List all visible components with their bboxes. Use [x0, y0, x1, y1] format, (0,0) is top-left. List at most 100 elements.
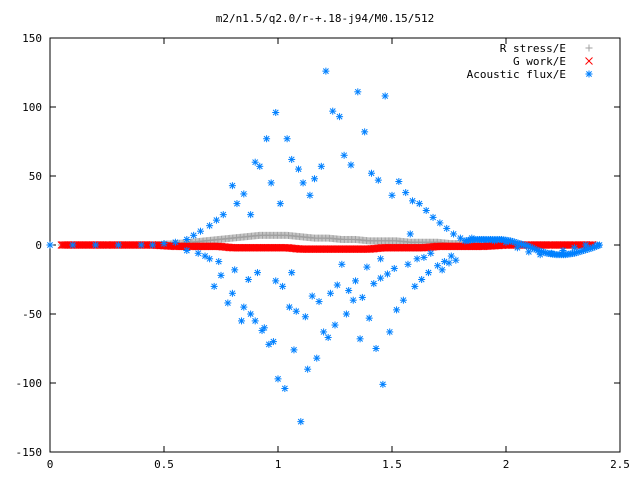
- flux-point: [306, 191, 314, 199]
- legend-marker: [585, 70, 593, 78]
- flux-point: [336, 113, 344, 121]
- flux-point: [422, 207, 430, 214]
- flux-point: [418, 276, 426, 283]
- data-marks: [46, 67, 603, 426]
- flux-point: [349, 296, 357, 304]
- flux-point: [299, 179, 307, 187]
- flux-point: [374, 176, 382, 184]
- legend-label: R stress/E: [500, 42, 566, 55]
- flux-point: [149, 241, 157, 249]
- flux-point: [347, 161, 355, 169]
- flux-point: [258, 327, 266, 335]
- flux-point: [390, 264, 398, 272]
- x-tick-label: 0.5: [154, 458, 174, 471]
- flux-point: [247, 211, 255, 219]
- flux-point: [363, 263, 371, 271]
- flux-point: [215, 258, 223, 266]
- flux-point: [452, 256, 460, 264]
- flux-point: [450, 230, 458, 238]
- flux-point: [272, 109, 280, 117]
- y-tick-label: 50: [29, 170, 42, 183]
- flux-point: [395, 178, 403, 186]
- flux-point: [244, 276, 252, 283]
- y-tick-label: 150: [22, 32, 42, 45]
- flux-point: [276, 200, 284, 208]
- flux-point: [196, 227, 204, 235]
- flux-point: [210, 282, 218, 290]
- flux-point: [272, 277, 280, 285]
- flux-point: [240, 190, 248, 198]
- flux-point: [295, 165, 303, 173]
- x-tick-label: 1: [275, 458, 282, 471]
- flux-point: [402, 189, 410, 197]
- legend-marker: [585, 57, 593, 65]
- flux-point: [290, 346, 298, 354]
- flux-point: [285, 303, 293, 311]
- flux-point: [388, 191, 396, 199]
- flux-point: [288, 269, 296, 277]
- y-tick-label: -150: [16, 446, 43, 459]
- flux-point: [445, 259, 453, 267]
- flux-point: [292, 307, 300, 315]
- flux-point: [370, 280, 378, 288]
- flux-point: [253, 269, 261, 277]
- flux-point: [367, 169, 375, 177]
- flux-point: [274, 375, 282, 383]
- flux-point: [324, 333, 332, 341]
- flux-point: [443, 224, 451, 232]
- flux-point: [358, 293, 366, 301]
- flux-point: [256, 162, 264, 170]
- flux-point: [183, 235, 191, 243]
- x-tick-label: 2.5: [610, 458, 630, 471]
- flux-point: [310, 175, 318, 183]
- flux-point: [379, 380, 387, 388]
- flux-point: [279, 282, 287, 290]
- flux-point: [429, 213, 437, 221]
- flux-point: [365, 314, 373, 322]
- x-tick-label: 1.5: [382, 458, 402, 471]
- flux-trace-point: [595, 241, 603, 249]
- flux-point: [281, 385, 289, 393]
- flux-point: [233, 200, 241, 208]
- flux-point: [345, 287, 353, 295]
- flux-point: [137, 241, 145, 249]
- flux-point: [331, 321, 339, 329]
- flux-point: [269, 338, 277, 346]
- flux-point: [386, 328, 394, 336]
- flux-point: [399, 296, 407, 304]
- flux-point: [267, 179, 275, 187]
- series-2: [46, 67, 603, 426]
- y-tick-label: -50: [22, 308, 42, 321]
- flux-point: [372, 345, 380, 352]
- flux-point: [338, 260, 346, 268]
- flux-point: [247, 310, 255, 318]
- flux-point: [190, 231, 198, 239]
- y-tick-label: -100: [16, 377, 43, 390]
- flux-point: [377, 255, 385, 263]
- flux-point: [413, 255, 421, 263]
- x-tick-label: 2: [503, 458, 510, 471]
- flux-point: [317, 162, 325, 170]
- flux-point: [212, 216, 220, 224]
- flux-point: [240, 303, 248, 311]
- flux-point: [333, 281, 341, 289]
- flux-point: [411, 282, 419, 290]
- flux-point: [326, 289, 334, 297]
- flux-point: [171, 238, 179, 246]
- flux-point: [322, 67, 330, 75]
- flux-point: [352, 277, 360, 285]
- flux-point: [304, 365, 312, 373]
- flux-point: [313, 354, 321, 362]
- flux-point: [440, 258, 448, 266]
- flux-point: [406, 230, 414, 238]
- flux-point: [415, 200, 423, 208]
- y-tick-label: 0: [35, 239, 42, 252]
- flux-point: [114, 241, 122, 249]
- flux-point: [201, 252, 209, 260]
- flux-point: [219, 211, 227, 219]
- flux-point: [251, 317, 259, 325]
- flux-point: [217, 271, 225, 279]
- flux-point: [183, 247, 191, 255]
- flux-point: [342, 310, 350, 318]
